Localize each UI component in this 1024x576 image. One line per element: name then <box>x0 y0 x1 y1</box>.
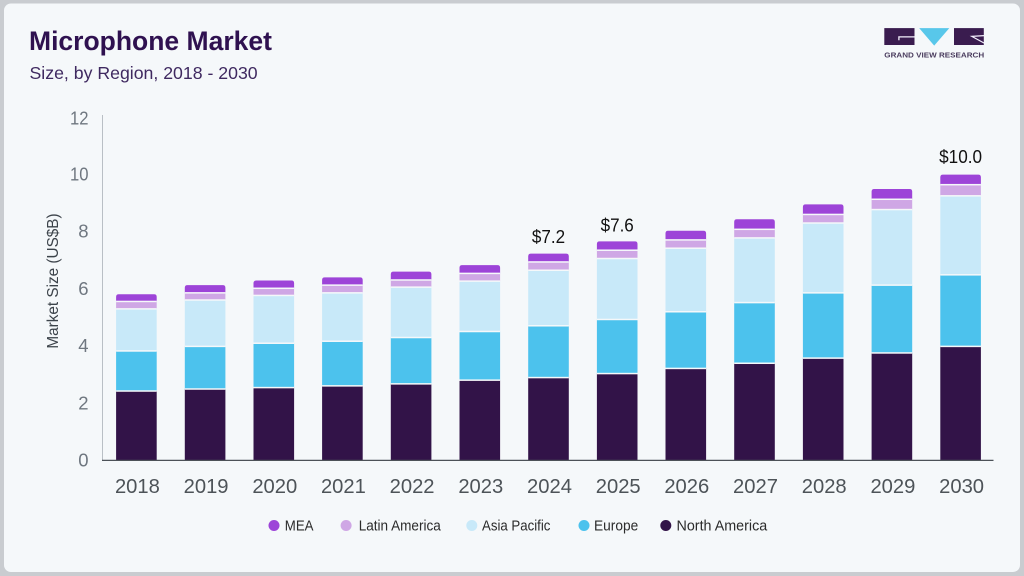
svg-text:$7.6: $7.6 <box>601 215 634 236</box>
svg-text:2022: 2022 <box>390 476 435 498</box>
svg-text:2019: 2019 <box>184 476 229 498</box>
svg-text:2030: 2030 <box>939 476 984 498</box>
svg-text:2: 2 <box>78 392 88 413</box>
svg-text:10: 10 <box>70 163 89 184</box>
svg-text:Microphone Market: Microphone Market <box>29 26 272 56</box>
svg-text:6: 6 <box>78 278 88 299</box>
svg-text:MEA: MEA <box>285 518 314 535</box>
svg-text:2027: 2027 <box>733 476 778 498</box>
svg-text:2023: 2023 <box>458 476 503 498</box>
svg-text:Asia Pacific: Asia Pacific <box>482 518 551 535</box>
svg-text:2024: 2024 <box>527 476 572 498</box>
svg-text:12: 12 <box>70 108 89 129</box>
svg-text:2018: 2018 <box>115 476 160 498</box>
svg-text:2028: 2028 <box>802 476 847 498</box>
svg-text:Market Size (US$B): Market Size (US$B) <box>45 213 62 348</box>
svg-text:$7.2: $7.2 <box>532 226 565 247</box>
svg-text:GRAND VIEW RESEARCH: GRAND VIEW RESEARCH <box>884 50 984 59</box>
svg-text:North America: North America <box>677 518 768 535</box>
svg-text:Europe: Europe <box>594 518 638 535</box>
svg-text:2026: 2026 <box>664 476 709 498</box>
svg-text:2025: 2025 <box>596 476 641 498</box>
svg-text:8: 8 <box>78 221 88 242</box>
svg-text:Latin America: Latin America <box>359 518 442 535</box>
svg-text:0: 0 <box>78 450 88 471</box>
svg-text:$10.0: $10.0 <box>939 146 982 167</box>
svg-text:Size, by Region, 2018 - 2030: Size, by Region, 2018 - 2030 <box>30 63 258 83</box>
svg-text:2020: 2020 <box>252 476 297 498</box>
svg-text:2029: 2029 <box>870 476 915 498</box>
svg-text:2021: 2021 <box>321 476 366 498</box>
svg-text:4: 4 <box>78 335 88 356</box>
